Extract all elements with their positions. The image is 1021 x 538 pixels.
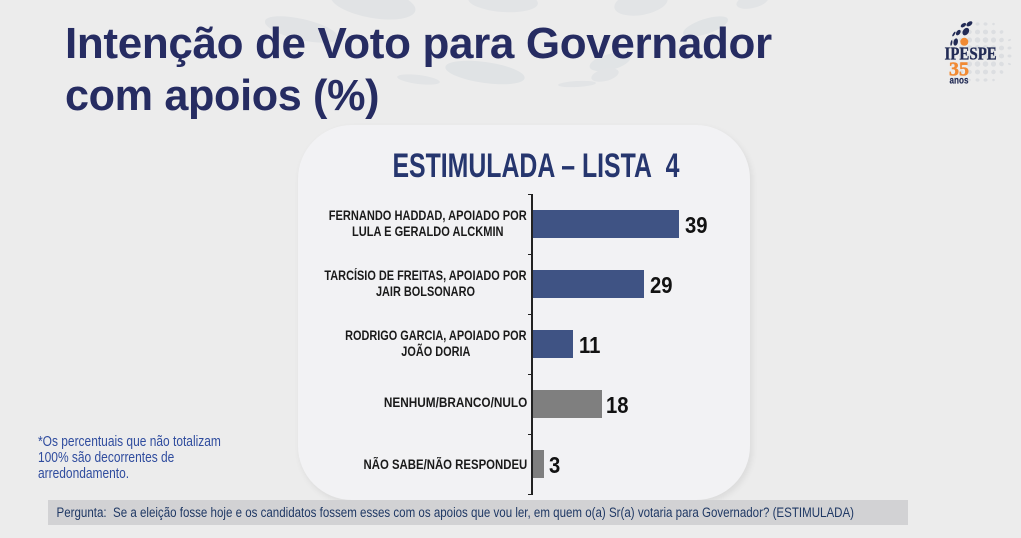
svg-text:IPESPE: IPESPE <box>945 43 997 64</box>
svg-text:35: 35 <box>949 59 969 81</box>
svg-text:anos: anos <box>950 75 969 87</box>
